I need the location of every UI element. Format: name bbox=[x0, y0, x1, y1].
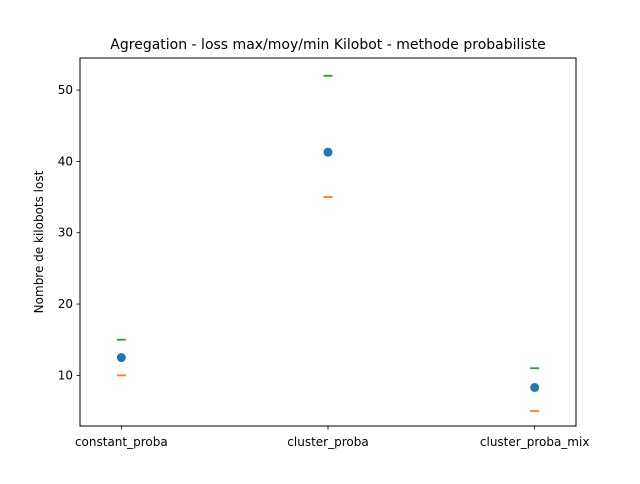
mean-point bbox=[116, 353, 126, 363]
y-tick-label: 20 bbox=[58, 297, 73, 311]
y-tick-label: 50 bbox=[58, 83, 73, 97]
y-tick-label: 40 bbox=[58, 154, 73, 168]
x-tick-label: cluster_proba_mix bbox=[480, 435, 590, 449]
mean-point bbox=[530, 382, 540, 392]
chart-title: Agregation - loss max/moy/min Kilobot - … bbox=[110, 37, 545, 53]
y-tick-label: 10 bbox=[58, 368, 73, 382]
x-tick-label: constant_proba bbox=[75, 435, 168, 449]
y-axis-label: Nombre de kilobots lost bbox=[32, 170, 46, 313]
mean-point bbox=[323, 147, 333, 157]
y-tick-label: 30 bbox=[58, 226, 73, 240]
x-tick-label: cluster_proba bbox=[287, 435, 368, 449]
axes: 10 20 30 40 50 constant_proba cluster_proba clu… bbox=[58, 57, 590, 449]
plot-marks bbox=[116, 74, 540, 412]
